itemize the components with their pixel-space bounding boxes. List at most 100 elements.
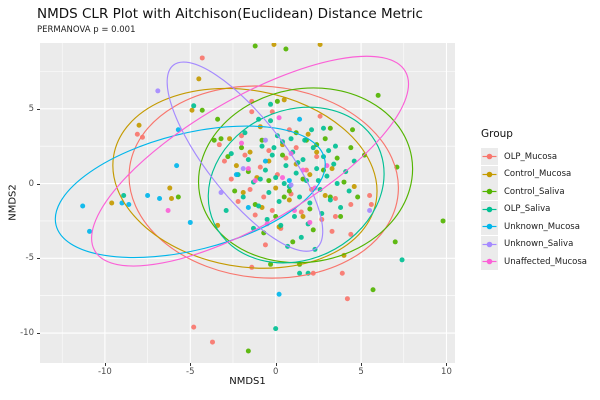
scatter-point-OLP_Saliva (278, 222, 284, 228)
scatter-point-OLP_Saliva (121, 193, 127, 199)
plot-panel (40, 43, 455, 363)
scatter-point-OLP_Saliva (307, 200, 313, 206)
scatter-point-OLP_Saliva (276, 199, 282, 205)
scatter-point-Control_Saliva (338, 213, 344, 219)
scatter-point-OLP_Saliva (256, 203, 262, 209)
scatter-point-Control_Saliva (322, 136, 328, 142)
scatter-point-Unknown_Saliva (240, 166, 246, 172)
scatter-point-Control_Saliva (327, 125, 333, 131)
group-ellipse-Unknown_Saliva (166, 61, 324, 252)
scatter-point-Control_Mucosa (300, 213, 306, 219)
scatter-point-Control_Mucosa (167, 185, 173, 191)
scatter-point-OLP_Saliva (324, 173, 330, 179)
scatter-point-Control_Saliva (281, 194, 287, 200)
scatter-point-Control_Mucosa (286, 197, 292, 203)
scatter-point-OLP_Saliva (338, 204, 344, 210)
scatter-point-Unaffected_Mucosa (276, 115, 282, 121)
scatter-point-OLP_Saliva (283, 163, 289, 169)
scatter-point-Control_Mucosa (189, 107, 195, 113)
scatter-point-Control_Mucosa (271, 43, 277, 47)
scatter-point-Control_Saliva (286, 188, 292, 194)
legend-item-Unaffected_Mucosa: Unaffected_Mucosa (481, 253, 587, 271)
scatter-point-Unknown_Mucosa (245, 204, 251, 210)
scatter-point-OLP_Mucosa (228, 176, 234, 182)
scatter-point-OLP_Mucosa (339, 270, 345, 276)
scatter-point-OLP_Saliva (399, 257, 405, 263)
group-ellipse-OLP_Mucosa (128, 85, 399, 279)
scatter-point-Control_Saliva (370, 287, 376, 293)
legend-item-label: Control_Mucosa (504, 169, 572, 180)
scatter-point-Unknown_Mucosa (187, 219, 193, 225)
scatter-point-Control_Saliva (239, 145, 245, 151)
y-tick-mark (37, 258, 40, 260)
legend-key-icon (481, 253, 498, 271)
scatter-point-OLP_Saliva (288, 136, 294, 142)
scatter-point-OLP_Saliva (281, 181, 287, 187)
legend-item-label: OLP_Saliva (504, 204, 551, 215)
page-title: NMDS CLR Plot with Aitchison(Euclidean) … (37, 6, 423, 22)
scatter-point-OLP_Saliva (257, 176, 263, 182)
scatter-point-OLP_Saliva (264, 216, 270, 222)
scatter-point-OLP_Saliva (273, 175, 279, 181)
scatter-point-Control_Mucosa (273, 185, 279, 191)
scatter-point-Control_Mucosa (227, 136, 233, 142)
scatter-point-Unknown_Mucosa (262, 158, 268, 164)
scatter-point-OLP_Saliva (297, 270, 303, 276)
scatter-point-OLP_Mucosa (293, 145, 299, 151)
scatter-point-OLP_Saliva (310, 145, 316, 151)
scatter-point-OLP_Mucosa (367, 193, 373, 199)
scatter-point-Control_Saliva (290, 239, 296, 245)
scatter-point-OLP_Saliva (293, 170, 299, 176)
scatter-point-Control_Mucosa (247, 149, 253, 155)
legend: Group OLP_Mucosa Control_Mucosa Control_Sa… (481, 128, 587, 271)
legend-key-icon (481, 200, 498, 218)
scatter-point-OLP_Saliva (346, 188, 352, 194)
legend-title: Group (481, 128, 513, 140)
scatter-point-OLP_Saliva (314, 166, 320, 172)
scatter-point-OLP_Saliva (332, 143, 338, 149)
scatter-point-Control_Saliva (392, 239, 398, 245)
scatter-point-Unaffected_Mucosa (307, 219, 313, 225)
scatter-point-Unknown_Mucosa (157, 196, 163, 202)
plot-subtitle: PERMANOVA p = 0.001 (37, 25, 136, 35)
scatter-point-Control_Saliva (218, 136, 224, 142)
scatter-point-Control_Saliva (283, 46, 289, 52)
scatter-point-OLP_Mucosa (249, 109, 255, 115)
scatter-point-OLP_Mucosa (317, 113, 323, 119)
scatter-point-OLP_Saliva (331, 161, 337, 167)
x-tick-label: 0 (272, 367, 279, 377)
legend-item-label: Unknown_Saliva (504, 239, 574, 250)
scatter-point-OLP_Mucosa (235, 199, 241, 205)
legend-item-Control_Mucosa: Control_Mucosa (481, 165, 587, 184)
y-tick-label: 5 (28, 103, 34, 114)
scatter-plot-svg (40, 43, 455, 363)
x-tick-label: -10 (97, 367, 112, 377)
scatter-point-Control_Mucosa (233, 163, 239, 169)
scatter-point-OLP_Saliva (269, 152, 275, 158)
y-tick-mark (37, 183, 40, 185)
scatter-point-OLP_Mucosa (216, 142, 222, 148)
legend-item-OLP_Mucosa: OLP_Mucosa (481, 148, 587, 166)
scatter-point-OLP_Saliva (298, 234, 304, 240)
x-tick-mark (275, 363, 277, 366)
scatter-point-OLP_Mucosa (303, 167, 309, 173)
scatter-point-Unknown_Saliva (367, 207, 373, 213)
scatter-point-OLP_Mucosa (261, 194, 267, 200)
scatter-point-Control_Mucosa (314, 149, 320, 155)
scatter-point-OLP_Mucosa (239, 133, 245, 139)
scatter-point-Unknown_Mucosa (286, 178, 292, 184)
scatter-point-OLP_Mucosa (348, 201, 354, 207)
scatter-point-OLP_Mucosa (242, 152, 248, 158)
y-tick-label: -5 (25, 253, 34, 264)
scatter-point-OLP_Saliva (268, 118, 274, 124)
scatter-point-OLP_Mucosa (199, 55, 205, 61)
scatter-point-Control_Mucosa (240, 190, 246, 196)
x-tick-label: 10 (441, 367, 452, 377)
scatter-point-OLP_Saliva (326, 148, 332, 154)
scatter-point-Control_Mucosa (136, 122, 142, 128)
scatter-point-Unaffected_Mucosa (252, 178, 258, 184)
legend-item-Unknown_Saliva: Unknown_Saliva (481, 235, 587, 254)
legend-key-icon (481, 235, 498, 253)
scatter-point-Control_Saliva (225, 154, 231, 160)
scatter-point-Control_Saliva (252, 43, 258, 49)
